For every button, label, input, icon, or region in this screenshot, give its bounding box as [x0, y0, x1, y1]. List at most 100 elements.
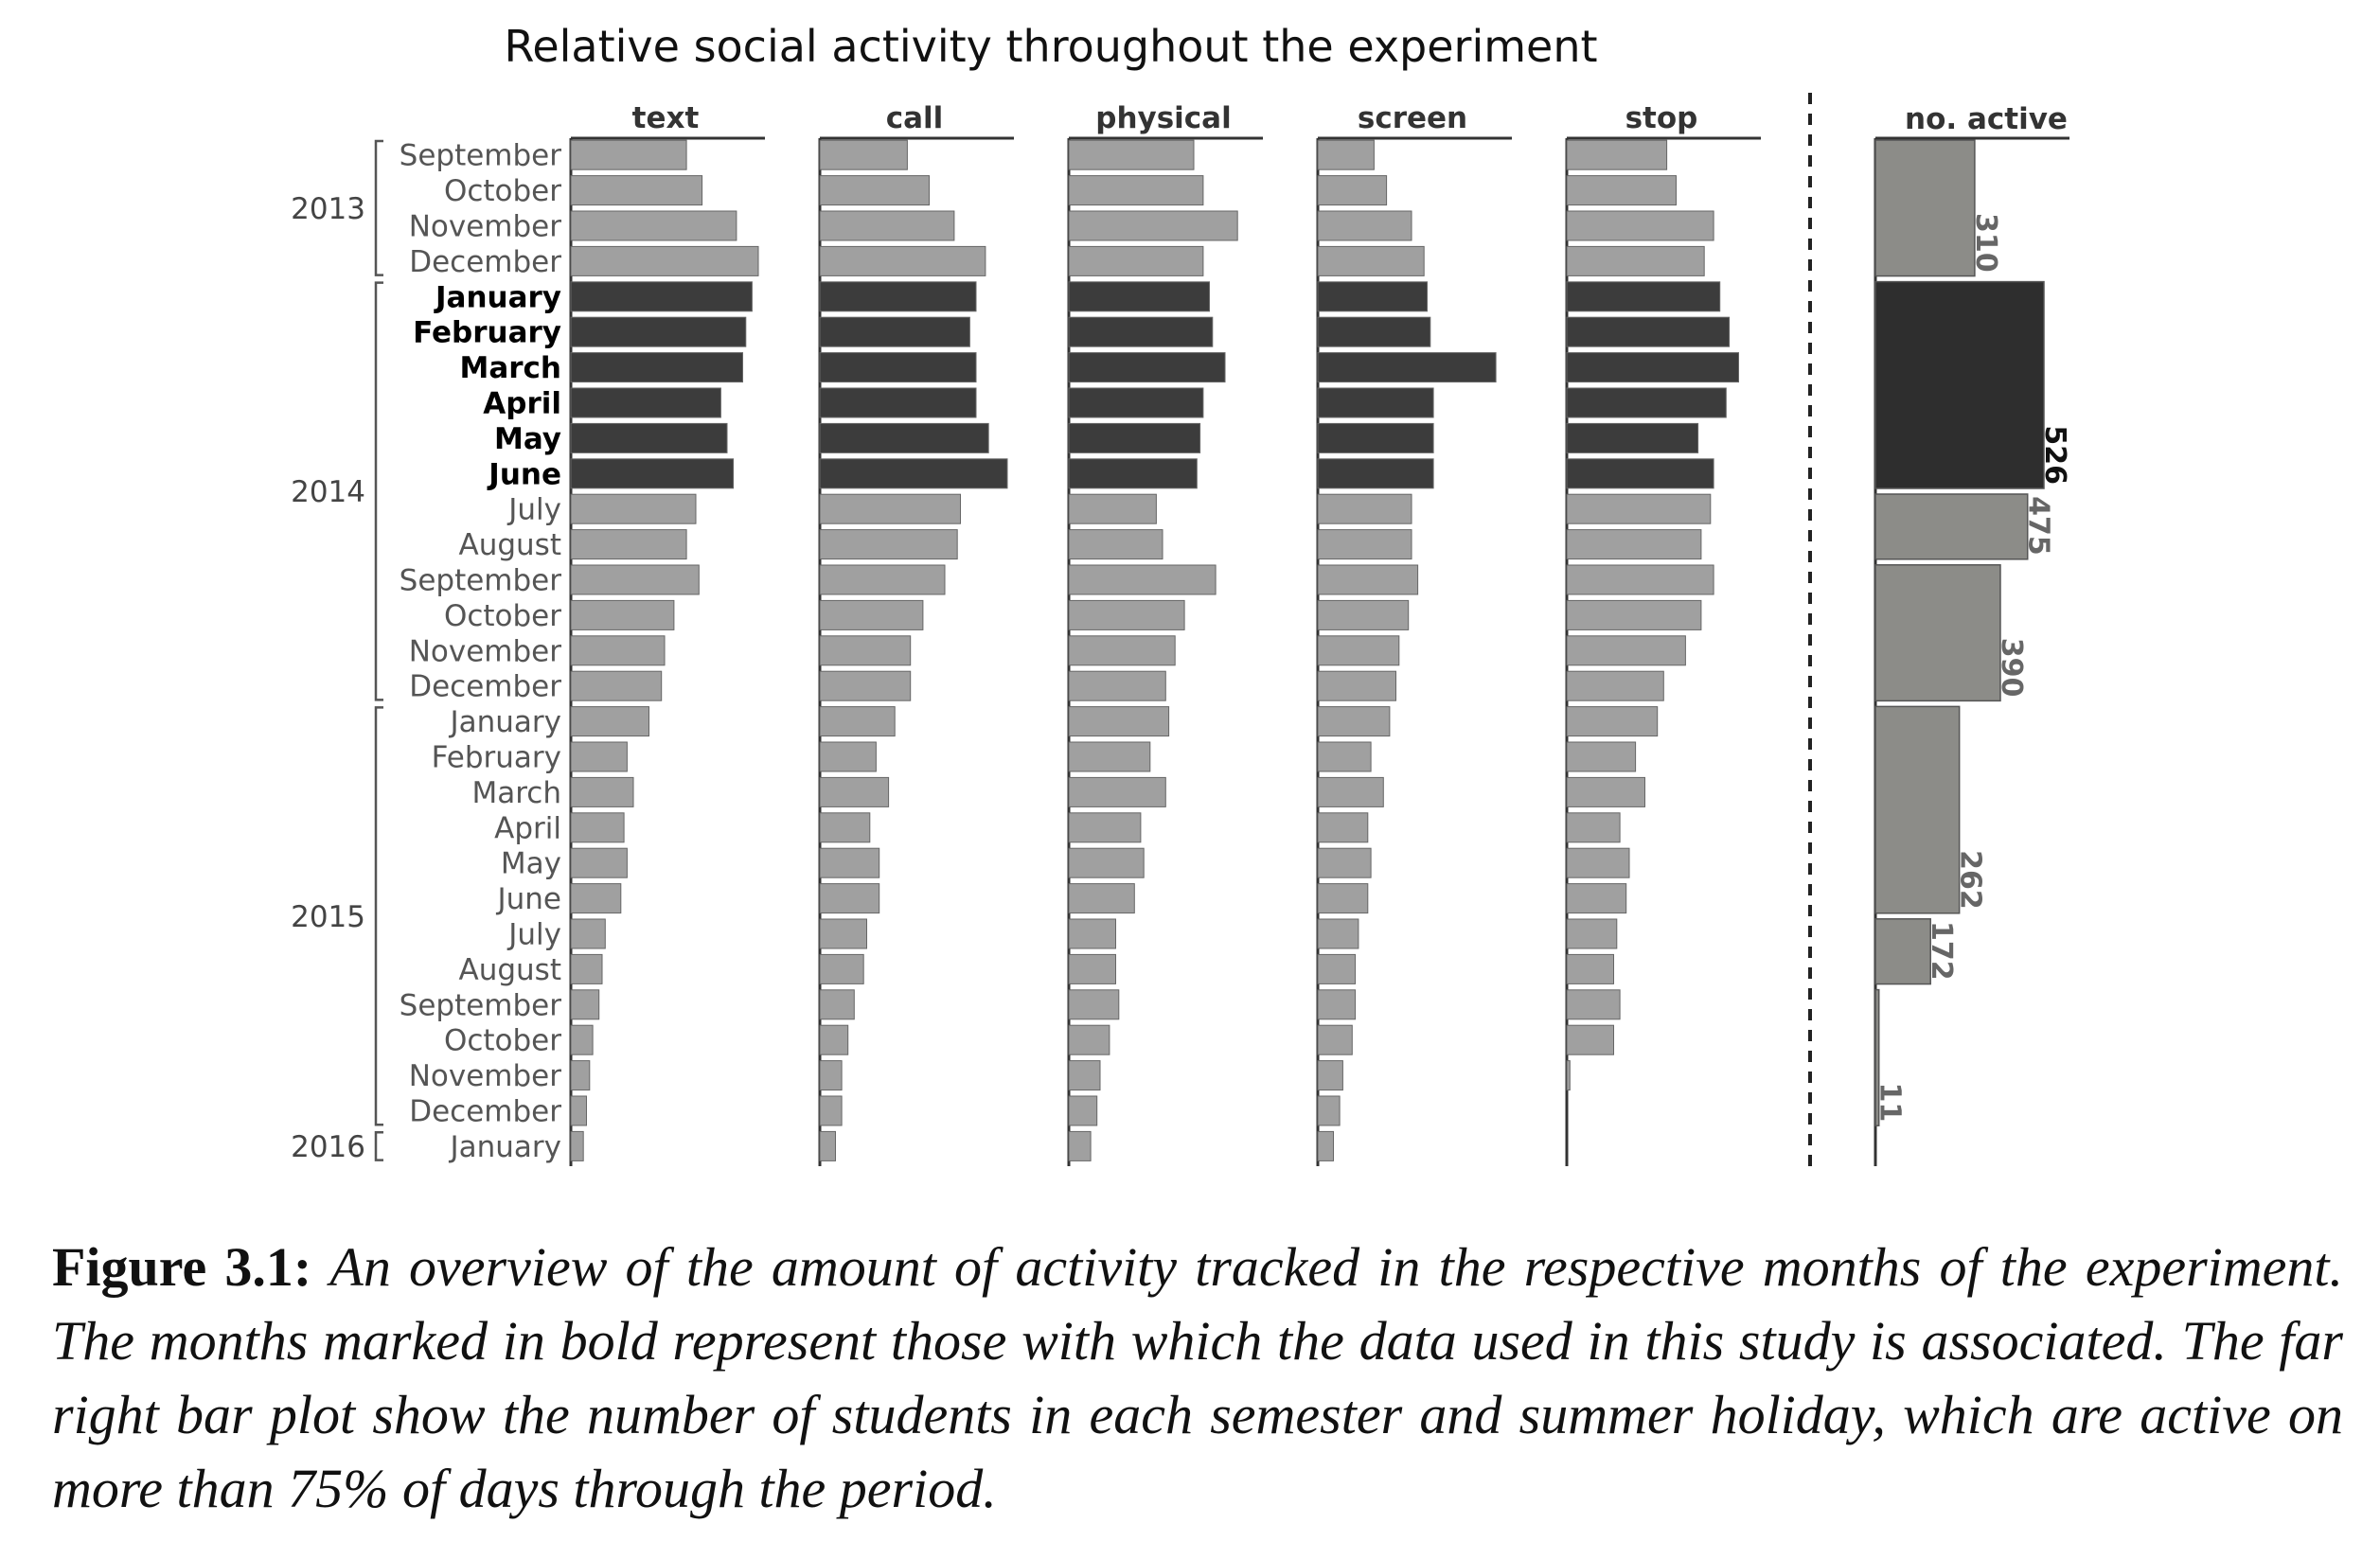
panel-stop: stop — [1565, 101, 1761, 1166]
year-bracket — [374, 706, 383, 1126]
bar-stop — [1566, 175, 1677, 206]
bar-text — [570, 316, 747, 347]
bar-stop — [1566, 564, 1714, 595]
year-bracket — [374, 139, 383, 276]
bar-stop — [1566, 847, 1630, 878]
bar-physical — [1068, 670, 1166, 701]
bar-text — [570, 139, 687, 170]
month-label: September — [400, 564, 562, 598]
year-bracket — [374, 1130, 383, 1161]
bar-screen — [1317, 210, 1412, 241]
bar-stop — [1566, 352, 1739, 383]
bar-screen — [1317, 352, 1497, 383]
bar-stop — [1566, 422, 1699, 453]
panel-title: screen — [1358, 101, 1467, 135]
bar-call — [819, 139, 908, 170]
bar-call — [819, 1060, 843, 1091]
bar-physical — [1068, 281, 1210, 312]
bar-screen — [1317, 1095, 1341, 1126]
bar-call — [819, 776, 890, 807]
month-label: October — [444, 174, 561, 208]
bar-call — [819, 918, 867, 949]
active-bar — [1874, 918, 1931, 985]
bar-stop — [1566, 316, 1731, 347]
bar-screen — [1317, 316, 1431, 347]
bar-text — [570, 953, 603, 984]
bar-physical — [1068, 422, 1201, 453]
bar-text — [570, 635, 666, 666]
bar-screen — [1317, 281, 1428, 312]
bar-stop — [1566, 599, 1702, 630]
month-label: June — [495, 882, 561, 916]
bar-call — [819, 812, 871, 843]
bar-physical — [1068, 989, 1120, 1020]
month-label: February — [413, 316, 561, 350]
bar-text — [570, 281, 753, 312]
bar-screen — [1317, 953, 1357, 984]
bar-physical — [1068, 564, 1217, 595]
panel-text: text — [569, 101, 765, 1166]
active-value-label: 526 — [2038, 425, 2071, 485]
month-label: May — [501, 847, 561, 881]
bar-physical — [1068, 812, 1142, 843]
bar-stop — [1566, 670, 1664, 701]
month-label: December — [409, 670, 561, 704]
bar-screen — [1317, 706, 1391, 737]
month-label: October — [444, 1024, 561, 1058]
bar-text — [570, 387, 721, 418]
bar-screen — [1317, 422, 1434, 453]
bar-call — [819, 210, 955, 241]
bar-text — [570, 670, 663, 701]
bar-text — [570, 918, 606, 949]
bar-physical — [1068, 139, 1195, 170]
bar-text — [570, 1095, 587, 1126]
bar-stop — [1566, 706, 1659, 737]
bar-physical — [1068, 210, 1238, 241]
bar-physical — [1068, 847, 1145, 878]
bar-text — [570, 458, 735, 489]
bar-physical — [1068, 458, 1198, 489]
month-label: April — [494, 811, 561, 845]
active-value-label: 310 — [1969, 213, 2002, 273]
bar-stop — [1566, 953, 1614, 984]
bar-stop — [1566, 635, 1686, 666]
panel-title: stop — [1625, 101, 1698, 135]
bar-call — [819, 1024, 849, 1055]
bar-physical — [1068, 1024, 1110, 1055]
bar-stop — [1566, 281, 1721, 312]
bar-text — [570, 776, 634, 807]
bar-screen — [1317, 458, 1434, 489]
bar-text — [570, 989, 600, 1020]
bar-physical — [1068, 953, 1116, 984]
figure-caption: Figure 3.1: An overview of the amount of… — [52, 1231, 2343, 1526]
bar-call — [819, 175, 930, 206]
bar-screen — [1317, 670, 1396, 701]
bar-call — [819, 635, 912, 666]
bar-physical — [1068, 245, 1204, 276]
bar-screen — [1317, 245, 1425, 276]
panel-title: call — [886, 101, 944, 135]
bar-text — [570, 883, 622, 914]
bar-text — [570, 175, 703, 206]
month-label: August — [459, 528, 562, 562]
month-label: January — [434, 280, 561, 314]
bar-screen — [1317, 493, 1412, 524]
bar-screen — [1317, 1060, 1343, 1091]
chart-title: Relative social activity throughout the … — [504, 21, 1597, 72]
bar-physical — [1068, 918, 1116, 949]
panel-physical: physical — [1067, 101, 1263, 1166]
bar-screen — [1317, 847, 1372, 878]
month-label: November — [409, 634, 562, 668]
bar-physical — [1068, 316, 1214, 347]
month-label: November — [409, 1059, 562, 1093]
bar-text — [570, 493, 697, 524]
bar-stop — [1566, 210, 1714, 241]
bar-physical — [1068, 387, 1204, 418]
bar-screen — [1317, 989, 1357, 1020]
bar-stop — [1566, 918, 1618, 949]
active-panel-title: no. active — [1905, 102, 2068, 136]
bar-stop — [1566, 776, 1645, 807]
bar-text — [570, 245, 759, 276]
month-label: March — [459, 351, 561, 385]
bar-physical — [1068, 635, 1176, 666]
